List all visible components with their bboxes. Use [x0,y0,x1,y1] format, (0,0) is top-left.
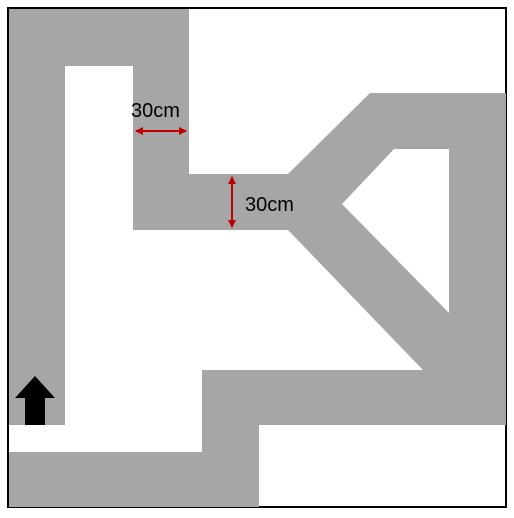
track-upper-diagonal [288,93,394,230]
width-dimension-label: 30cm [131,100,180,122]
track-bottom-lane [9,452,259,507]
track-right-lane [449,93,506,425]
height-dimension-label: 30cm [245,194,294,216]
track-connector [133,174,300,230]
track-left-lane [9,9,65,425]
track-lower-diagonal [288,204,449,370]
arrow-up-icon [15,376,55,425]
track [9,9,506,507]
